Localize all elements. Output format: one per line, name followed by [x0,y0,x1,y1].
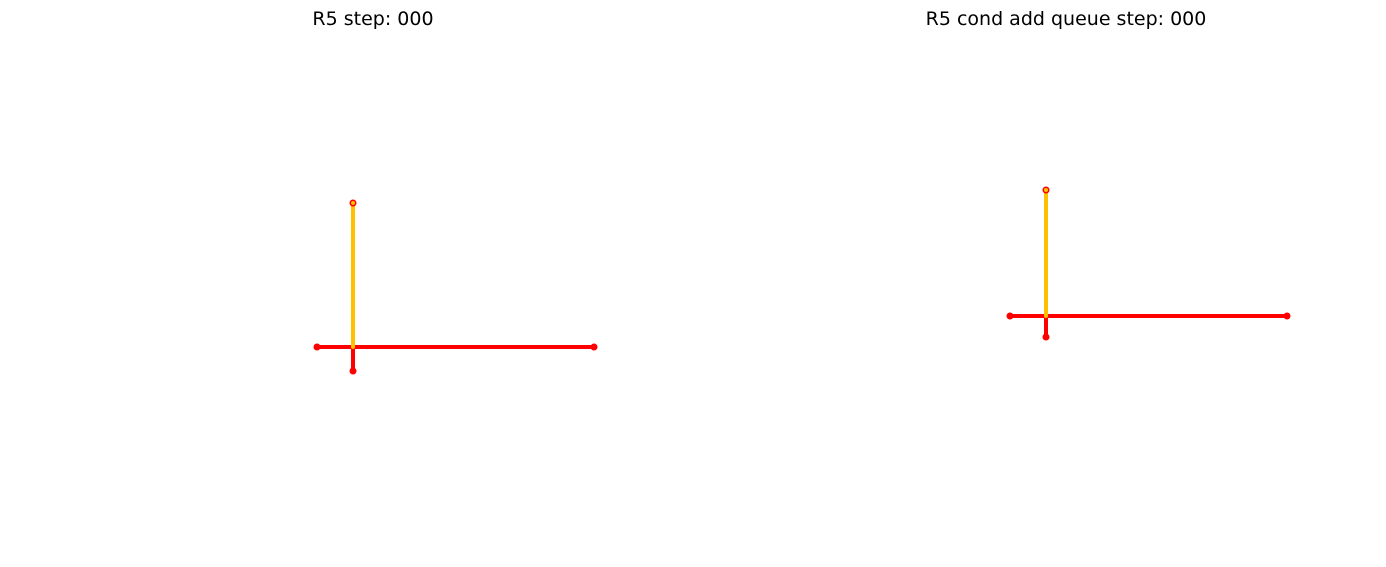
node-right-end [590,343,598,351]
node-left-end [1006,312,1014,320]
node-right-end [1283,312,1291,320]
node-left-end [313,343,321,351]
panel-title-left: R5 step: 000 [312,8,433,30]
node-bottom-end [1042,333,1050,341]
panel-left: R5 step: 000 [312,8,598,375]
node-top-end-highlight [1044,188,1048,192]
node-top-end-highlight [351,201,355,205]
panel-right: R5 cond add queue step: 000 [926,8,1291,341]
node-bottom-end [349,367,357,375]
panel-title-right: R5 cond add queue step: 000 [926,8,1207,30]
